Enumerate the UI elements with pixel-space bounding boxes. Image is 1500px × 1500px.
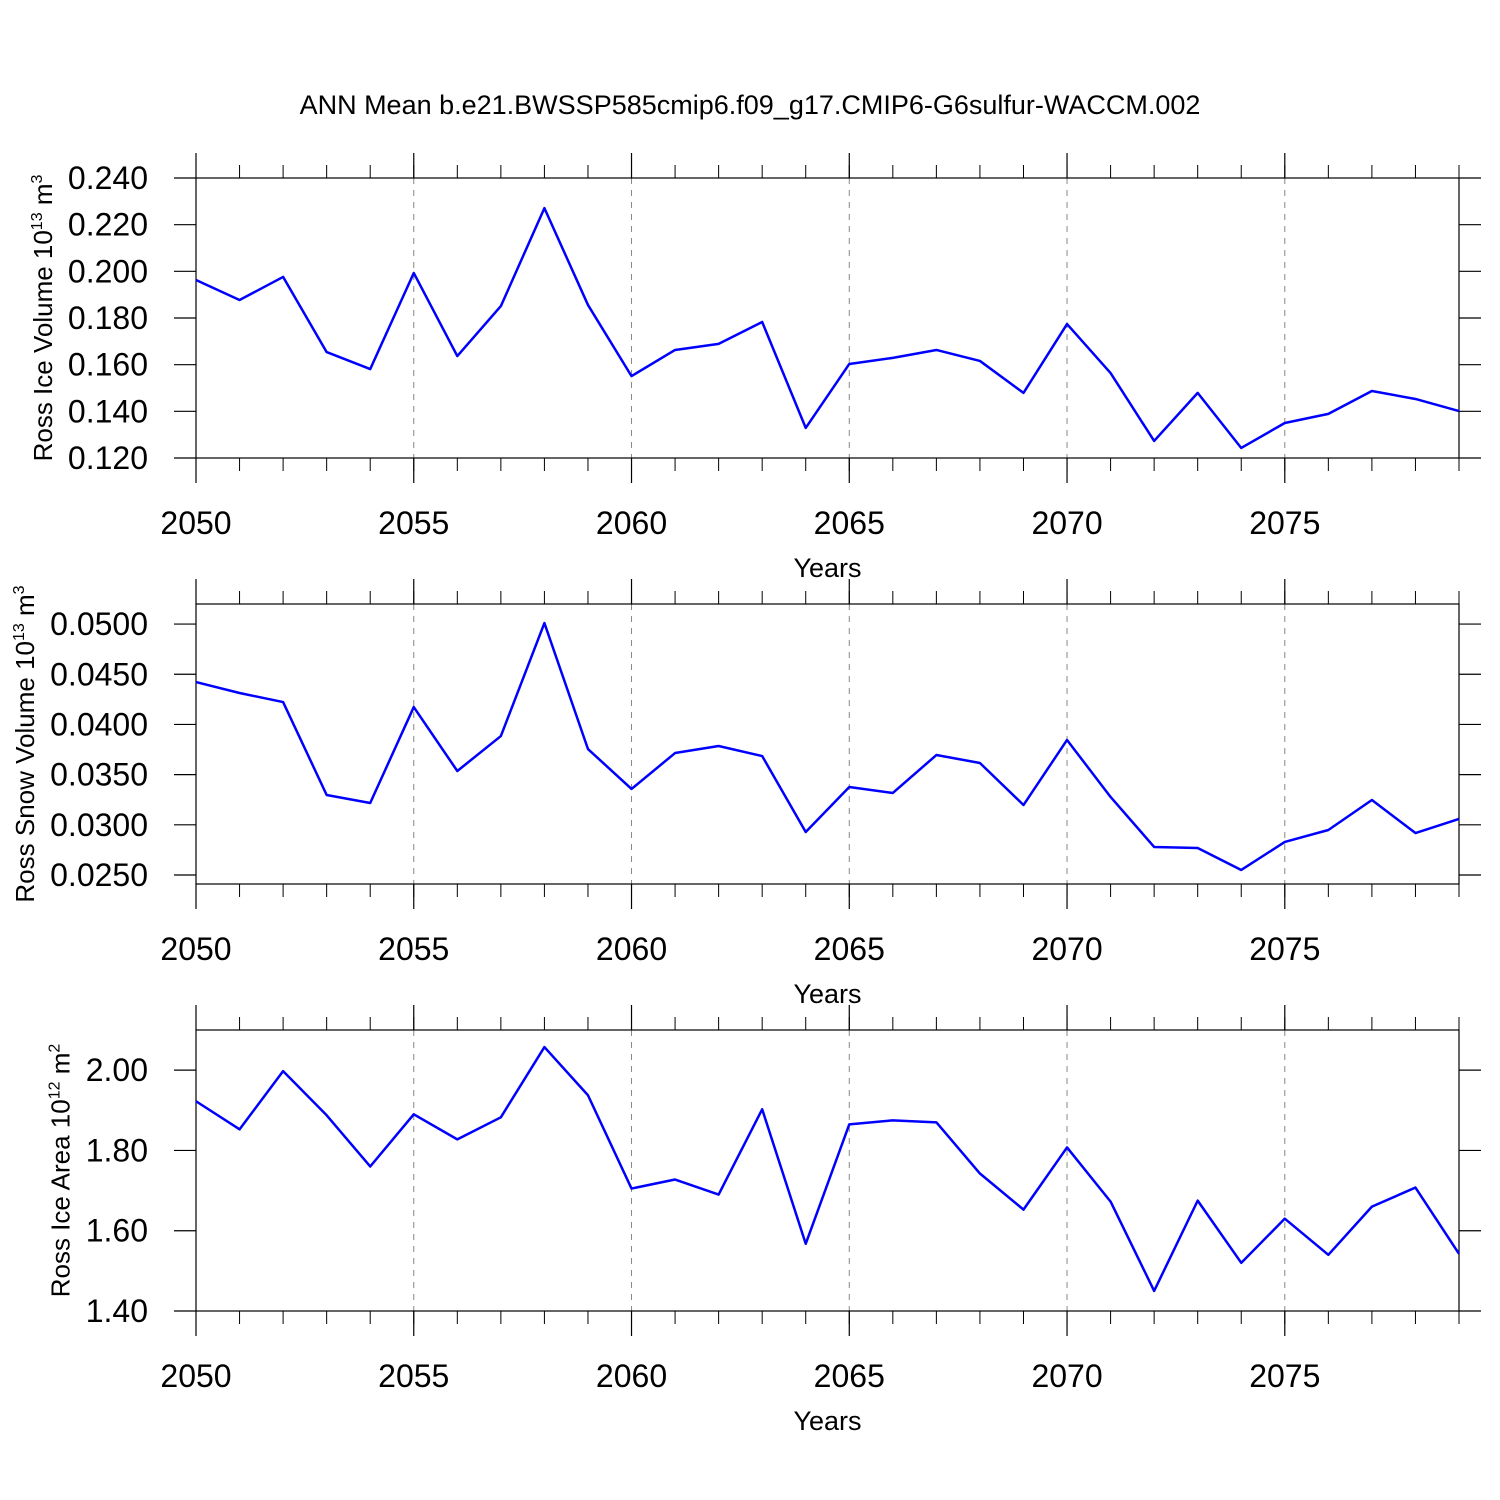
data-line — [195, 1045, 1461, 1293]
x-tick-label: 2075 — [1249, 1358, 1320, 1394]
panel: 2050 2055 2060 2065 2070 2075 Years 0.120 0.140 0… — [28, 153, 1481, 583]
x-tick-label: 2055 — [378, 505, 449, 541]
x-tick-label: 2065 — [814, 505, 885, 541]
x-tick-label: 2055 — [378, 931, 449, 967]
y-axis-label-part: Ross Ice Area 10 — [46, 1099, 76, 1297]
y-axis-label: Ross Snow Volume 1013 m3 — [10, 585, 40, 902]
x-tick-label: 2050 — [160, 931, 231, 967]
y-tick-label: 0.0350 — [50, 757, 148, 793]
y-axis-label-part: Ross Snow Volume 10 — [10, 641, 40, 903]
x-tick-label: 2055 — [378, 1358, 449, 1394]
x-tick-label: 2050 — [160, 1358, 231, 1394]
x-tick-label: 2065 — [814, 931, 885, 967]
x-tick-label: 2075 — [1249, 931, 1320, 967]
y-tick-label: 0.140 — [68, 393, 148, 429]
y-axis-label-part: m — [46, 1053, 76, 1082]
y-tick-label: 0.200 — [68, 253, 148, 289]
x-tick-label: 2070 — [1031, 931, 1102, 967]
x-tick-label: 2060 — [596, 931, 667, 967]
y-axis-label-part: Ross Ice Volume 10 — [28, 230, 58, 461]
panel: 2050 2055 2060 2065 2070 2075 Years 1.40 1.60 1.8… — [46, 1005, 1481, 1436]
y-tick-label: 1.40 — [86, 1293, 148, 1329]
y-axis-label-part: 13 — [29, 212, 46, 230]
y-tick-label: 0.0400 — [50, 706, 148, 742]
y-axis-label: Ross Ice Area 1012 m2 — [46, 1044, 76, 1298]
y-axis-label-part: m — [28, 183, 58, 212]
y-axis-label-part: 3 — [29, 174, 46, 183]
y-tick-label: 0.240 — [68, 160, 148, 196]
y-tick-label: 0.120 — [68, 440, 148, 476]
y-tick-label: 0.180 — [68, 300, 148, 336]
y-axis-label-part: 3 — [12, 585, 29, 594]
x-axis-label: Years — [793, 979, 861, 1009]
y-axis-label-part: 2 — [47, 1044, 64, 1053]
x-tick-label: 2070 — [1031, 505, 1102, 541]
y-axis-label-part: 13 — [12, 623, 29, 641]
data-line — [195, 206, 1460, 450]
y-tick-label: 0.0300 — [50, 807, 148, 843]
y-tick-label: 0.0450 — [50, 656, 148, 692]
x-tick-label: 2075 — [1249, 505, 1320, 541]
x-tick-label: 2050 — [160, 505, 231, 541]
y-axis-label-part: m — [10, 594, 40, 623]
y-axis-label-part: 12 — [47, 1081, 64, 1099]
y-tick-label: 2.00 — [86, 1052, 148, 1088]
x-tick-label: 2060 — [596, 1358, 667, 1394]
y-tick-label: 0.220 — [68, 207, 148, 243]
plot-frame — [195, 603, 1460, 885]
y-tick-label: 0.0500 — [50, 606, 148, 642]
figure-title: ANN Mean b.e21.BWSSP585cmip6.f09_g17.CMI… — [300, 90, 1201, 120]
plot-frame — [195, 177, 1460, 459]
data-line — [195, 621, 1460, 872]
x-axis-label: Years — [793, 1406, 861, 1436]
plot-frame — [195, 1029, 1460, 1312]
x-tick-label: 2060 — [596, 505, 667, 541]
x-tick-label: 2065 — [814, 1358, 885, 1394]
y-axis-label: Ross Ice Volume 1013 m3 — [28, 174, 58, 461]
y-tick-label: 1.80 — [86, 1132, 148, 1168]
y-tick-label: 0.160 — [68, 347, 148, 383]
y-tick-label: 1.60 — [86, 1213, 148, 1249]
x-tick-label: 2070 — [1031, 1358, 1102, 1394]
panel: 2050 2055 2060 2065 2070 2075 Years 0.0250 0.030… — [10, 579, 1481, 1009]
y-tick-label: 0.0250 — [50, 857, 148, 893]
x-axis-label: Years — [793, 553, 861, 583]
